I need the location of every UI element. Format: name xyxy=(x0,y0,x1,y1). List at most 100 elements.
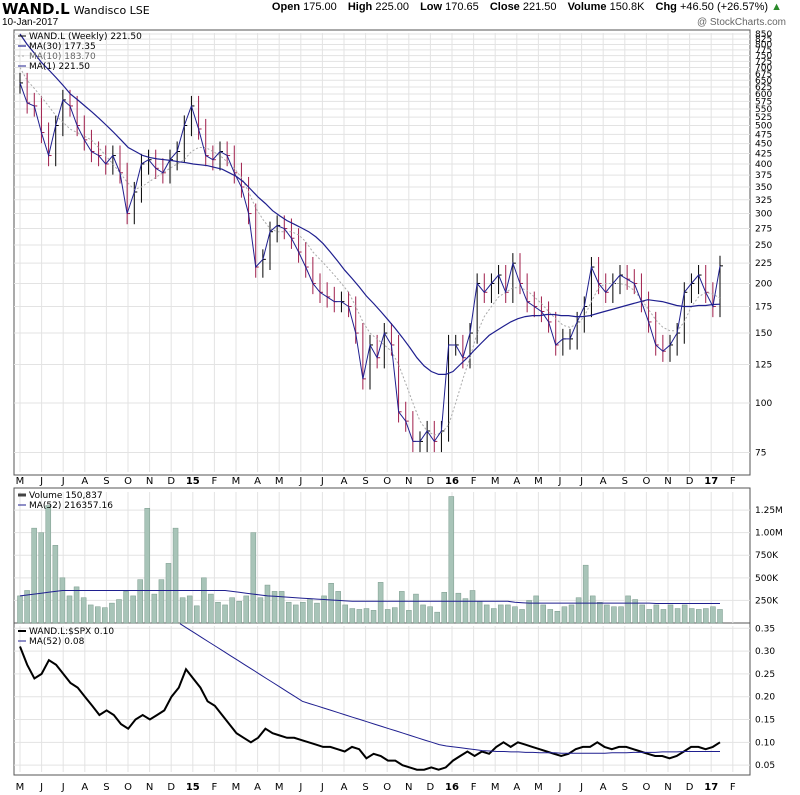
volume-bar xyxy=(66,595,73,624)
price-tick-label: 500 xyxy=(755,121,772,131)
price-tick-label: 600 xyxy=(755,90,772,100)
x-tick-label: M xyxy=(275,476,284,487)
volume-bar xyxy=(505,604,511,624)
legend-entry: MA(10) 183.70 xyxy=(29,52,96,62)
volume-bar xyxy=(696,609,702,624)
volume-bar xyxy=(264,584,271,624)
volume-bar xyxy=(194,605,200,624)
volume-bar xyxy=(222,604,228,624)
volume-tick-label: 1.25M xyxy=(755,506,783,516)
x-tick-label: D xyxy=(686,782,694,793)
volume-bar xyxy=(498,604,504,624)
volume-bar xyxy=(625,595,631,624)
x-tick-label: J xyxy=(320,782,324,793)
volume-bar xyxy=(547,609,554,624)
volume-bar xyxy=(215,601,221,624)
low-value: 170.65 xyxy=(445,1,479,13)
x-tick-label: 16 xyxy=(445,476,459,487)
x-tick-label: S xyxy=(622,476,628,487)
x-tick-label: D xyxy=(167,782,175,793)
volume-bar xyxy=(483,604,490,624)
ma10-line xyxy=(19,67,721,436)
volume-bar xyxy=(618,606,624,624)
volume-bar xyxy=(597,601,603,624)
x-tick-label: F xyxy=(730,476,736,487)
legend-entry: MA(30) 177.35 xyxy=(29,42,96,52)
x-tick-label: A xyxy=(341,476,348,487)
price-tick-label: 725 xyxy=(755,57,772,67)
legend-entry: MA(52) 216357.16 xyxy=(29,501,113,511)
x-tick-label: F xyxy=(212,782,218,793)
volume-tick-label: 500K xyxy=(755,574,779,584)
x-tick-label: M xyxy=(232,476,241,487)
volume-bar xyxy=(335,591,341,624)
up-arrow-icon: ▲ xyxy=(771,1,782,13)
volume-bar xyxy=(165,563,172,624)
price-tick-label: 150 xyxy=(755,329,772,339)
volume-bar xyxy=(710,606,716,624)
price-tick-label: 675 xyxy=(755,70,772,80)
price-panel-frame xyxy=(13,29,751,476)
volume-bar xyxy=(293,604,299,624)
x-tick-label: S xyxy=(362,476,368,487)
legend-entry: Volume 150,837 xyxy=(29,491,103,501)
volume-bar xyxy=(285,601,292,624)
high-value: 225.00 xyxy=(375,1,409,13)
price-tick-label: 375 xyxy=(755,171,772,181)
ma30-line xyxy=(19,33,721,375)
volume-bar xyxy=(674,608,681,624)
price-tick-label: 350 xyxy=(755,183,772,193)
x-tick-label: N xyxy=(146,782,153,793)
x-tick-label: S xyxy=(622,782,628,793)
volume-bar xyxy=(582,564,589,624)
price-tick-label: 825 xyxy=(755,35,772,45)
volume-tick-label: 250K xyxy=(755,596,779,606)
x-tick-label: D xyxy=(427,476,435,487)
volume-bar xyxy=(455,592,462,624)
volume-bar xyxy=(384,609,391,624)
price-tick-label: 550 xyxy=(755,105,772,115)
price-tick-label: 775 xyxy=(755,46,772,56)
volume-tick-label: 1.00M xyxy=(755,529,783,539)
volume-bar xyxy=(31,527,37,624)
volume-bar xyxy=(420,604,426,624)
x-tick-label: J xyxy=(61,782,65,793)
price-tick-label: 275 xyxy=(755,225,772,235)
price-tick-label: 100 xyxy=(755,399,772,409)
x-tick-label: N xyxy=(664,782,671,793)
volume-bar xyxy=(413,593,419,624)
volume-bar xyxy=(257,597,264,624)
price-tick-label: 450 xyxy=(755,140,772,150)
x-tick-label: D xyxy=(427,782,435,793)
volume-bar xyxy=(144,508,151,624)
volume-bar xyxy=(512,606,518,624)
volume-bar xyxy=(73,586,80,624)
x-tick-label: N xyxy=(146,476,153,487)
volume-bar xyxy=(703,608,709,624)
volume-bar xyxy=(688,608,695,624)
volume-bar xyxy=(406,610,412,624)
volume-bar xyxy=(561,606,568,624)
price-tick-label: 325 xyxy=(755,196,772,206)
x-tick-label: N xyxy=(405,782,412,793)
volume-bar xyxy=(137,579,143,624)
legend-entry: MA(52) 0.08 xyxy=(29,637,85,647)
x-tick-label: J xyxy=(579,476,583,487)
x-tick-label: O xyxy=(383,782,391,793)
close-value: 221.50 xyxy=(522,1,557,13)
volume-bar xyxy=(399,591,405,624)
x-tick-label: D xyxy=(167,476,175,487)
symbol-title: WAND.L Wandisco LSE xyxy=(2,0,150,18)
x-tick-label: M xyxy=(232,782,241,793)
volume-bar xyxy=(271,591,278,624)
volume-bar xyxy=(441,592,447,624)
ratio-tick-label: 0.30 xyxy=(755,647,775,657)
volume-bar xyxy=(151,593,158,624)
x-tick-label: D xyxy=(686,476,694,487)
volume-bar xyxy=(469,590,476,624)
x-tick-label: S xyxy=(103,476,109,487)
x-tick-label: M xyxy=(491,782,500,793)
x-tick-label: A xyxy=(81,782,88,793)
change-value: +46.50 (+26.57%) xyxy=(679,1,769,13)
